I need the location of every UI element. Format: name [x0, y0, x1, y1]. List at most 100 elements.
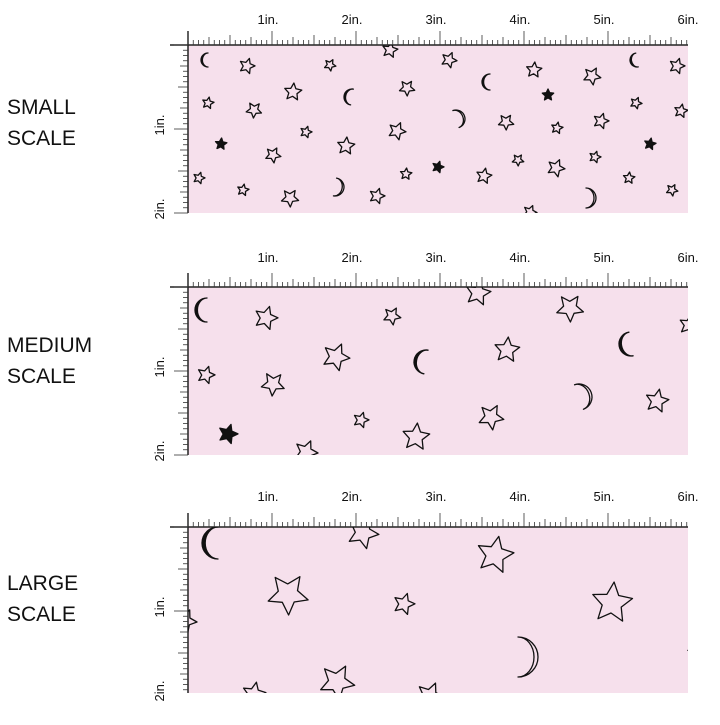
moon: [200, 52, 209, 68]
moon: [573, 383, 593, 410]
ruler-label: 1in.: [258, 489, 279, 504]
star: [524, 204, 538, 213]
moon: [452, 109, 466, 129]
ruler-label: 2in.: [152, 199, 167, 220]
moon: [629, 52, 639, 68]
star: [265, 147, 282, 164]
ruler-label: 1in.: [258, 12, 279, 27]
ruler-label: 6in.: [678, 12, 699, 27]
ruler-label: 1in.: [152, 357, 167, 378]
moon: [585, 187, 597, 209]
star: [197, 365, 216, 385]
star: [320, 665, 356, 693]
scale-panel: MEDIUM SCALE 1in. 2in. 3in. 4in. 5in. 6in. 1in. 2…: [7, 250, 699, 462]
star: [466, 287, 492, 306]
star: [497, 114, 515, 131]
star: [193, 171, 206, 185]
moon: [517, 636, 539, 678]
star: [323, 343, 351, 372]
moon: [481, 73, 491, 91]
star: [242, 681, 267, 693]
star: [478, 404, 505, 431]
moon: [332, 177, 345, 197]
star: [526, 61, 543, 78]
star: [323, 59, 337, 72]
scale-panel: SMALL SCALE 1in. 2in. 3in. 4in. 5in. 6in. 1in. 2i…: [7, 12, 698, 219]
star: [296, 440, 319, 455]
ruler-label: 5in.: [594, 250, 615, 265]
star: [260, 373, 285, 397]
star: [477, 535, 515, 573]
star: [432, 160, 445, 174]
star: [674, 103, 688, 119]
star: [494, 336, 521, 362]
star: [541, 88, 555, 101]
star: [622, 171, 636, 184]
ruler-label: 3in.: [426, 489, 447, 504]
ruler-label: 3in.: [426, 250, 447, 265]
ruler-label: 1in.: [258, 250, 279, 265]
star: [592, 581, 634, 622]
star: [348, 527, 380, 550]
fabric-swatch: [188, 527, 688, 693]
ruler-label: 6in.: [678, 250, 699, 265]
moon: [194, 297, 208, 323]
motif-layer: [194, 287, 688, 455]
star: [669, 57, 686, 75]
ruler-label: 3in.: [426, 12, 447, 27]
scale-label: SCALE: [7, 127, 76, 150]
ruler-label: 5in.: [594, 12, 615, 27]
ruler-label: 5in.: [594, 489, 615, 504]
star: [665, 184, 679, 197]
star: [645, 388, 670, 413]
ruler-label: 1in.: [152, 597, 167, 618]
moon: [618, 331, 634, 357]
scale-label: SCALE: [7, 365, 76, 388]
star: [239, 57, 256, 75]
star: [188, 609, 198, 634]
star: [418, 682, 438, 693]
star: [476, 167, 493, 184]
moon: [201, 527, 219, 560]
star: [382, 45, 399, 58]
star: [300, 125, 313, 139]
star: [511, 154, 525, 167]
star: [237, 183, 250, 197]
star: [214, 137, 228, 150]
star: [398, 80, 416, 97]
star: [394, 592, 416, 616]
ruler-label: 4in.: [510, 250, 531, 265]
star: [441, 51, 458, 69]
star: [280, 189, 300, 208]
ruler-label: 6in.: [678, 489, 699, 504]
star: [630, 96, 643, 110]
star: [284, 82, 303, 101]
star: [679, 318, 688, 333]
motif-layer: [188, 527, 688, 693]
star: [644, 137, 657, 151]
star: [267, 576, 309, 616]
star: [589, 150, 602, 164]
ruler-label: 4in.: [510, 489, 531, 504]
scale-label: MEDIUM: [7, 334, 92, 357]
scale-label: SCALE: [7, 603, 76, 626]
ruler-label: 2in.: [342, 12, 363, 27]
star: [399, 167, 413, 180]
star: [547, 159, 566, 178]
star: [245, 102, 263, 119]
motif-layer: [193, 45, 688, 213]
star: [583, 67, 602, 86]
star: [219, 423, 239, 445]
moon: [687, 649, 688, 663]
ruler-label: 1in.: [152, 115, 167, 136]
star: [551, 121, 564, 135]
star: [593, 112, 610, 130]
star: [556, 295, 585, 323]
star: [353, 411, 370, 429]
star: [369, 187, 386, 205]
star: [383, 307, 402, 326]
moon: [413, 349, 429, 375]
star: [202, 96, 215, 110]
ruler-label: 2in.: [152, 441, 167, 462]
star: [255, 305, 279, 331]
